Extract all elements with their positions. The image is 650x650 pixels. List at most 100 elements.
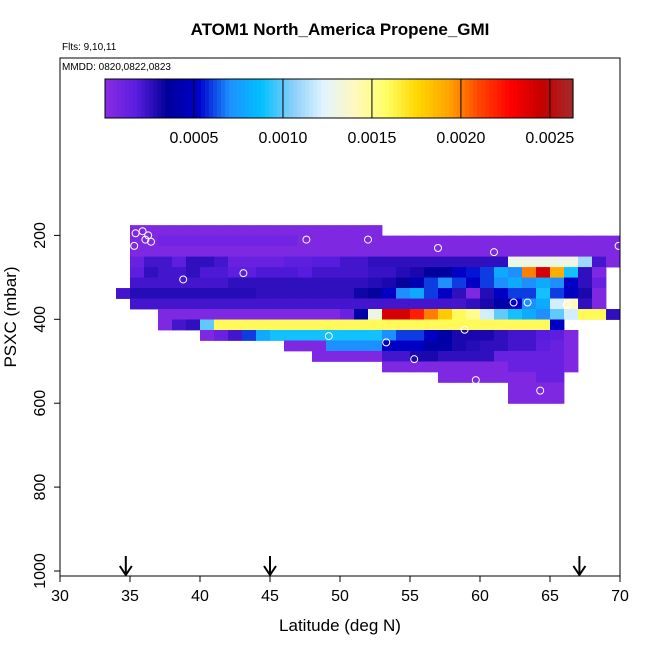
heatmap-cell — [130, 235, 145, 247]
x-tick-label: 70 — [611, 588, 629, 605]
heatmap-cell — [284, 267, 299, 278]
colorbar-swatch — [257, 79, 262, 118]
colorbar-swatch — [437, 79, 442, 118]
heatmap-cell — [326, 267, 341, 278]
heatmap-cell — [452, 350, 467, 362]
heatmap-cell — [368, 277, 383, 289]
heatmap-cell — [382, 277, 397, 289]
heatmap-cell — [298, 225, 313, 237]
colorbar-swatch — [277, 79, 282, 118]
observation-point — [116, 332, 125, 341]
heatmap-cell — [186, 288, 201, 299]
heatmap-cell — [242, 246, 257, 257]
heatmap-cell — [382, 329, 397, 341]
heatmap-cell — [452, 267, 467, 278]
heatmap-cell — [186, 246, 201, 257]
heatmap-cell — [298, 256, 313, 268]
heatmap-cell — [452, 361, 467, 373]
heatmap-cell — [578, 277, 593, 289]
heatmap-cell — [228, 329, 243, 341]
heatmap-cell — [158, 309, 173, 320]
colorbar-swatch — [405, 79, 410, 118]
y-tick-label: 200 — [32, 222, 49, 249]
colorbar-tick-label: 0.0020 — [436, 130, 485, 147]
heatmap-cell — [494, 361, 509, 373]
heatmap-cell — [172, 235, 187, 247]
x-tick-label: 45 — [261, 588, 279, 605]
heatmap-cell — [270, 267, 285, 278]
heatmap-cell — [144, 298, 159, 310]
observation-point — [547, 543, 556, 552]
colorbar-swatch — [477, 79, 482, 118]
colorbar-swatch — [553, 79, 558, 118]
colorbar-swatch — [365, 79, 370, 118]
heatmap-cell — [312, 277, 327, 289]
heatmap-cell — [270, 246, 285, 257]
colorbar-swatch — [293, 79, 298, 118]
heatmap-cell — [508, 256, 523, 268]
heatmap-cell — [480, 246, 495, 257]
heatmap-cell — [564, 298, 579, 310]
observation-point — [215, 399, 224, 408]
heatmap-cell — [396, 288, 411, 299]
heatmap-cell — [256, 329, 271, 341]
heatmap-cell — [340, 267, 355, 278]
heatmap-cell — [354, 309, 369, 320]
colorbar-swatch — [401, 79, 406, 118]
heatmap-cell — [228, 267, 243, 278]
colorbar-swatch — [113, 79, 118, 118]
heatmap-cell — [368, 225, 383, 237]
heatmap-cell — [536, 288, 551, 299]
heatmap-cell — [382, 288, 397, 299]
heatmap-cell — [368, 235, 383, 247]
heatmap-cell — [452, 256, 467, 268]
heatmap-cell — [172, 309, 187, 320]
flight-marker-arrowhead — [572, 565, 587, 577]
heatmap-cell — [536, 319, 551, 331]
heatmap-cell — [578, 288, 593, 299]
colorbar-swatch — [269, 79, 274, 118]
heatmap-cell — [466, 235, 481, 247]
heatmap-cell — [312, 288, 327, 299]
heatmap-cell — [200, 246, 215, 257]
heatmap-cell — [312, 235, 327, 247]
heatmap-cell — [214, 235, 229, 247]
observation-point — [147, 237, 155, 246]
heatmap-cell — [424, 235, 439, 247]
heatmap-cell — [144, 225, 159, 237]
heatmap-cell — [158, 256, 173, 268]
heatmap-cell — [480, 371, 495, 383]
heatmap-cell — [270, 256, 285, 268]
colorbar-swatch — [489, 79, 494, 118]
colorbar-swatch — [481, 79, 486, 118]
heatmap-cell — [186, 298, 201, 310]
heatmap-cell — [522, 319, 537, 331]
heatmap-cell — [480, 298, 495, 310]
heatmap-cell — [270, 309, 285, 320]
observation-point — [490, 248, 498, 257]
heatmap-cell — [340, 256, 355, 268]
heatmap-cell — [312, 309, 327, 320]
colorbar-swatch — [145, 79, 150, 118]
colorbar-swatch — [441, 79, 446, 118]
heatmap-cell — [242, 267, 257, 278]
heatmap-cell — [410, 350, 425, 362]
flight-marker-arrowhead — [118, 565, 133, 577]
heatmap-cell — [340, 246, 355, 257]
heatmap-cell — [536, 382, 551, 394]
heatmap-cell — [438, 277, 453, 289]
observation-points — [116, 227, 623, 552]
heatmap-cell — [186, 309, 201, 320]
colorbar-swatch — [185, 79, 190, 118]
heatmap-cell — [522, 298, 537, 310]
observation-point — [130, 241, 139, 250]
colorbar-swatch — [461, 79, 466, 118]
heatmap-cell — [438, 298, 453, 310]
colorbar-tick-label: 0.0010 — [258, 130, 307, 147]
heatmap-cell — [368, 319, 383, 331]
flight-marker-arrowhead — [263, 565, 277, 577]
colorbar-swatch — [233, 79, 238, 118]
heatmap-cell — [368, 309, 383, 320]
heatmap-cell — [452, 319, 467, 331]
observation-point — [462, 481, 470, 490]
